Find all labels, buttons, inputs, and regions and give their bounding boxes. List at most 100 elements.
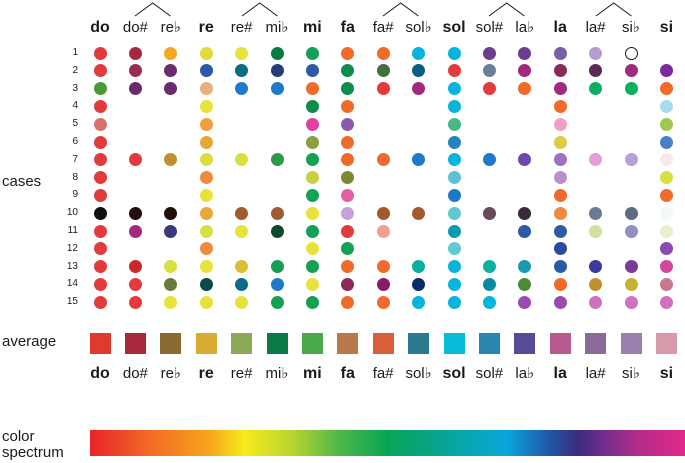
case-color-dot (270, 224, 284, 238)
average-color-square (231, 333, 253, 354)
case-color-dot (659, 82, 673, 96)
case-color-dot (447, 117, 461, 131)
case-color-dot (553, 188, 567, 202)
note-label: si♭ (622, 19, 640, 36)
case-color-dot (93, 277, 107, 291)
case-color-dot (553, 117, 567, 131)
note-label: la# (585, 365, 606, 382)
case-color-dot (659, 171, 673, 185)
case-color-dot (589, 277, 603, 291)
case-color-dot (305, 82, 319, 96)
case-color-dot (235, 64, 249, 78)
case-color-dot (447, 171, 461, 185)
case-color-dot (128, 206, 142, 220)
case-number: 13 (66, 260, 78, 272)
case-color-dot (376, 46, 390, 60)
case-color-dot (93, 46, 107, 60)
case-color-dot (270, 260, 284, 274)
case-color-dot (659, 153, 673, 167)
note-label: sol♭ (405, 19, 432, 36)
case-color-dot (199, 242, 213, 256)
case-number: 4 (72, 100, 78, 112)
case-color-dot (659, 117, 673, 131)
case-color-dot (659, 295, 673, 309)
average-color-square (655, 333, 677, 354)
case-color-dot (128, 46, 142, 60)
case-color-dot (93, 171, 107, 185)
case-color-dot (589, 295, 603, 309)
case-color-dot (305, 171, 319, 185)
case-color-dot (518, 224, 532, 238)
note-label: fa# (372, 19, 394, 36)
case-color-dot (553, 260, 567, 274)
note-label: mi (303, 19, 322, 36)
case-color-dot (518, 295, 532, 309)
note-label: re♭ (160, 365, 182, 382)
case-color-dot (589, 206, 603, 220)
case-color-dot (553, 277, 567, 291)
average-color-square (620, 333, 642, 354)
case-color-dot (235, 295, 249, 309)
case-color-dot (447, 242, 461, 256)
note-label: fa (340, 19, 355, 36)
case-color-dot (341, 153, 355, 167)
case-color-dot (235, 82, 249, 96)
case-color-dot (235, 153, 249, 167)
case-color-dot (199, 295, 213, 309)
case-color-dot (164, 295, 178, 309)
case-color-dot (93, 82, 107, 96)
case-color-dot (589, 224, 603, 238)
note-label: la♭ (515, 19, 535, 36)
note-label: re# (230, 365, 253, 382)
case-number: 3 (72, 82, 78, 94)
case-color-dot (412, 82, 426, 96)
case-color-dot (164, 46, 178, 60)
case-color-dot (447, 206, 461, 220)
case-color-dot (482, 295, 496, 309)
case-color-dot (447, 64, 461, 78)
case-number: 14 (66, 278, 78, 290)
case-color-dot (659, 188, 673, 202)
case-color-dot (518, 82, 532, 96)
case-color-dot (376, 206, 390, 220)
case-color-dot (270, 277, 284, 291)
case-color-dot (341, 242, 355, 256)
case-color-dot (412, 295, 426, 309)
note-label: do# (122, 365, 148, 382)
case-color-dot (199, 99, 213, 113)
case-color-dot (341, 117, 355, 131)
average-color-square (266, 333, 288, 354)
case-color-dot (305, 99, 319, 113)
case-color-dot (199, 277, 213, 291)
case-color-dot (659, 242, 673, 256)
case-color-dot (553, 135, 567, 149)
case-number: 5 (72, 118, 78, 130)
case-color-dot (624, 206, 638, 220)
average-color-square (124, 333, 146, 354)
case-color-dot (589, 260, 603, 274)
case-color-dot (447, 260, 461, 274)
note-label: re# (230, 19, 253, 36)
case-color-dot (376, 295, 390, 309)
note-label: la♭ (515, 365, 535, 382)
case-color-dot (376, 260, 390, 274)
case-color-dot (341, 206, 355, 220)
case-color-dot (412, 260, 426, 274)
note-label: la (553, 365, 567, 382)
case-color-dot (553, 153, 567, 167)
note-label: la (553, 19, 567, 36)
case-color-dot (447, 99, 461, 113)
case-color-dot (93, 135, 107, 149)
case-color-dot (589, 64, 603, 78)
case-color-dot (164, 224, 178, 238)
case-color-dot (412, 206, 426, 220)
case-color-dot (164, 153, 178, 167)
average-color-square (195, 333, 217, 354)
case-color-dot (305, 188, 319, 202)
case-number: 10 (66, 207, 78, 219)
case-color-dot (412, 64, 426, 78)
case-color-dot (199, 188, 213, 202)
case-color-dot (518, 64, 532, 78)
case-color-dot (553, 99, 567, 113)
case-color-dot (199, 46, 213, 60)
